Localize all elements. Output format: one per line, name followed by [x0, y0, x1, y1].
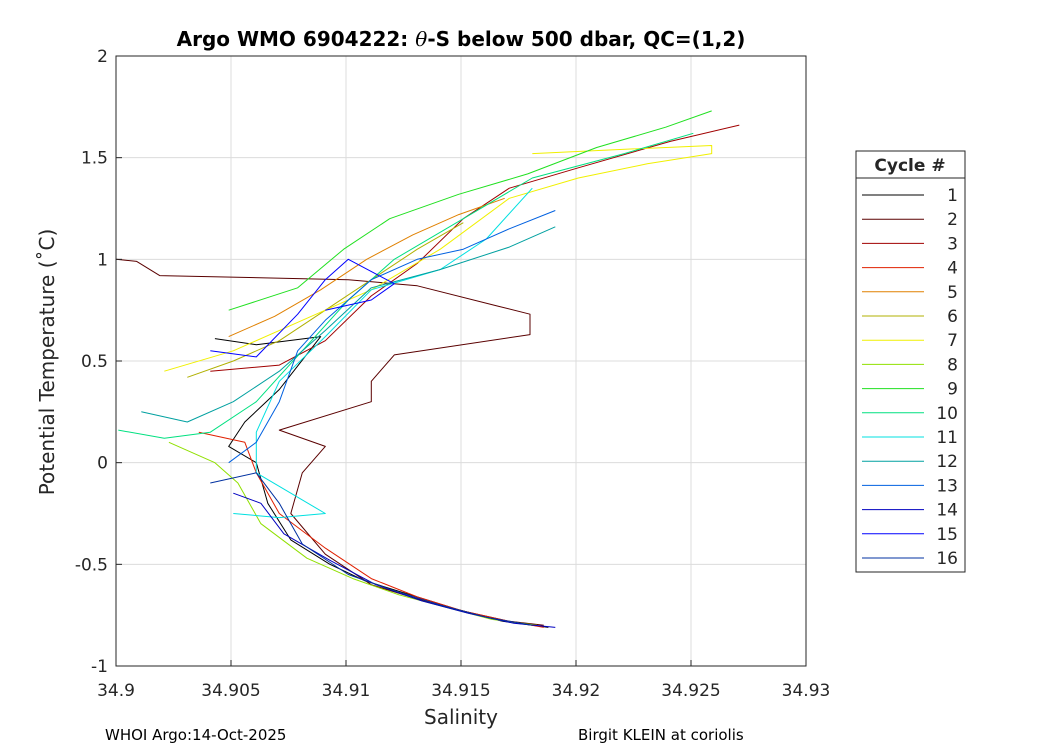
series-line-cycle-15 [210, 258, 395, 358]
legend-label-cycle-15: 15 [936, 525, 958, 545]
series-line-cycle-11 [233, 187, 533, 519]
x-tick-label: 34.91 [322, 681, 371, 701]
y-tick-label: 2 [97, 47, 108, 67]
legend-label-cycle-1: 1 [947, 186, 958, 206]
legend-label-cycle-10: 10 [936, 404, 958, 424]
x-tick-label: 34.93 [782, 681, 831, 701]
series-line-cycle-5 [228, 197, 505, 338]
x-tick-label: 34.9 [97, 681, 135, 701]
x-tick-label: 34.92 [552, 681, 601, 701]
legend-label-cycle-5: 5 [947, 283, 958, 303]
legend-label-cycle-9: 9 [947, 380, 958, 400]
x-tick-label: 34.905 [201, 681, 260, 701]
series-line-cycle-16 [210, 472, 533, 626]
x-ticks: 34.9 34.905 34.91 34.915 34.92 34.925 34.93 [97, 660, 830, 701]
legend-label-cycle-7: 7 [947, 331, 958, 351]
legend-label-cycle-8: 8 [947, 355, 958, 375]
y-tick-label: 1.5 [81, 149, 108, 169]
x-tick-label: 34.915 [431, 681, 490, 701]
x-axis-label: Salinity [424, 705, 498, 729]
footer-left: WHOI Argo:14-Oct-2025 [105, 726, 287, 744]
x-tick-label: 34.925 [661, 681, 720, 701]
legend-title: Cycle # [874, 156, 945, 176]
y-tick-label: -0.5 [75, 555, 108, 575]
series-line-cycle-9 [228, 110, 712, 311]
data-lines [115, 110, 740, 628]
series-line-cycle-12 [141, 226, 556, 423]
legend-label-cycle-12: 12 [936, 452, 958, 472]
legend-label-cycle-16: 16 [936, 549, 958, 569]
y-ticks: 2 1.5 1 0.5 0 -0.5 -1 [75, 47, 122, 677]
chart-title: Argo WMO 6904222: θ-S below 500 dbar, QC… [177, 27, 746, 51]
y-tick-label: 0.5 [81, 352, 108, 372]
legend-label-cycle-2: 2 [947, 210, 958, 230]
series-line-cycle-3 [210, 124, 740, 372]
series-line-cycle-13 [228, 210, 556, 464]
y-tick-label: 0 [97, 454, 108, 474]
legend-label-cycle-13: 13 [936, 476, 958, 496]
legend-label-cycle-14: 14 [936, 501, 958, 521]
y-tick-label: 1 [97, 250, 108, 270]
legend-label-cycle-4: 4 [947, 259, 958, 279]
legend-label-cycle-6: 6 [947, 307, 958, 327]
legend-box [855, 150, 966, 573]
series-line-cycle-7 [164, 145, 713, 372]
y-tick-label: -1 [91, 657, 108, 677]
y-axis-label: Potential Temperature (˚C) [35, 229, 59, 496]
footer-right: Birgit KLEIN at coriolis [578, 726, 744, 744]
series-line-cycle-4 [198, 431, 544, 628]
legend-label-cycle-3: 3 [947, 234, 958, 254]
legend-label-cycle-11: 11 [936, 428, 958, 448]
